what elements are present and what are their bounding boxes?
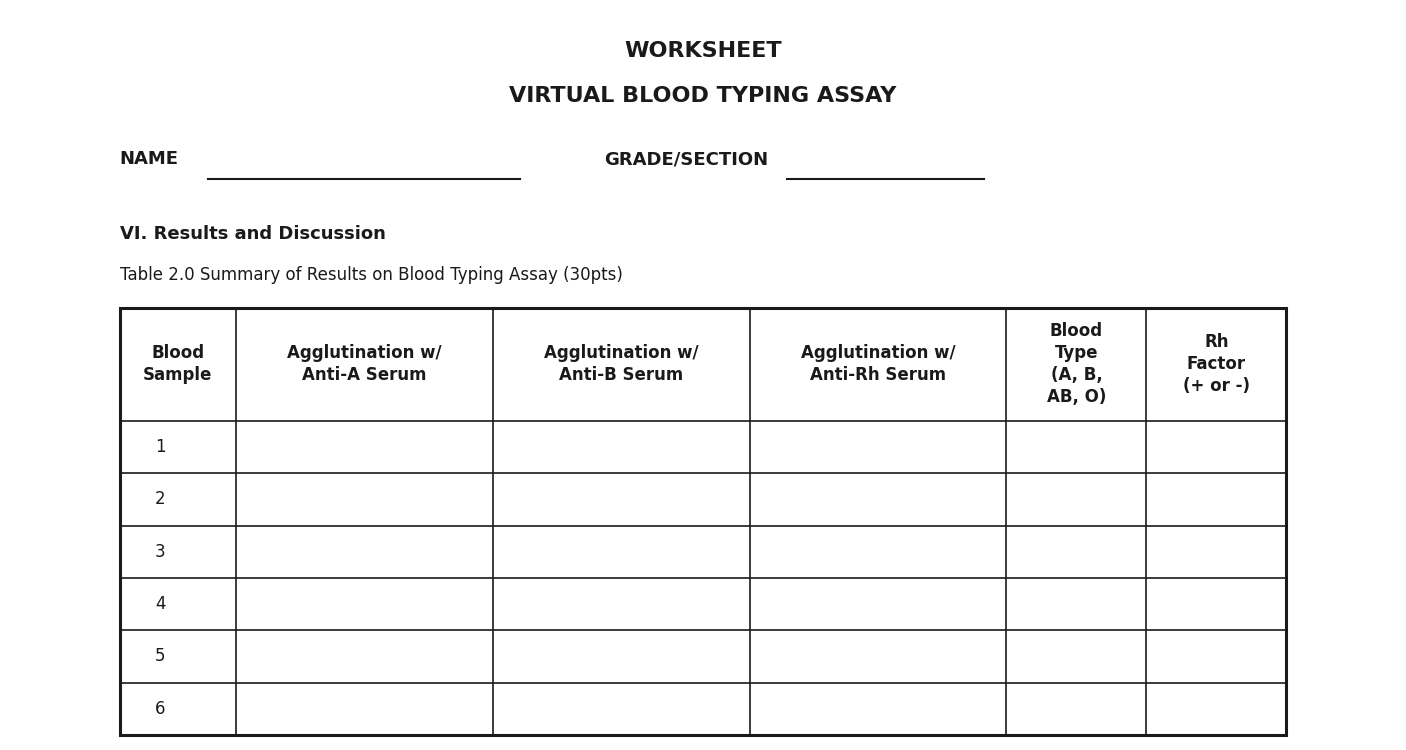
- Text: 5: 5: [155, 647, 166, 665]
- Text: Table 2.0 Summary of Results on Blood Typing Assay (30pts): Table 2.0 Summary of Results on Blood Ty…: [120, 266, 623, 284]
- Text: WORKSHEET: WORKSHEET: [624, 41, 782, 62]
- Text: Agglutination w/
Anti-A Serum: Agglutination w/ Anti-A Serum: [287, 344, 441, 384]
- Text: 3: 3: [155, 543, 166, 561]
- Text: Agglutination w/
Anti-Rh Serum: Agglutination w/ Anti-Rh Serum: [801, 344, 955, 384]
- Text: 4: 4: [155, 595, 166, 613]
- Text: GRADE/SECTION: GRADE/SECTION: [605, 150, 769, 168]
- Text: 6: 6: [155, 700, 166, 718]
- Text: VIRTUAL BLOOD TYPING ASSAY: VIRTUAL BLOOD TYPING ASSAY: [509, 86, 897, 106]
- Text: NAME: NAME: [120, 150, 179, 168]
- Text: VI. Results and Discussion: VI. Results and Discussion: [120, 225, 385, 243]
- Text: Agglutination w/
Anti-B Serum: Agglutination w/ Anti-B Serum: [544, 344, 699, 384]
- Text: Rh
Factor
(+ or -): Rh Factor (+ or -): [1182, 333, 1250, 395]
- Text: 2: 2: [155, 490, 166, 508]
- Text: Blood
Sample: Blood Sample: [143, 344, 212, 384]
- Text: Blood
Type
(A, B,
AB, O): Blood Type (A, B, AB, O): [1046, 322, 1107, 406]
- Text: 1: 1: [155, 438, 166, 456]
